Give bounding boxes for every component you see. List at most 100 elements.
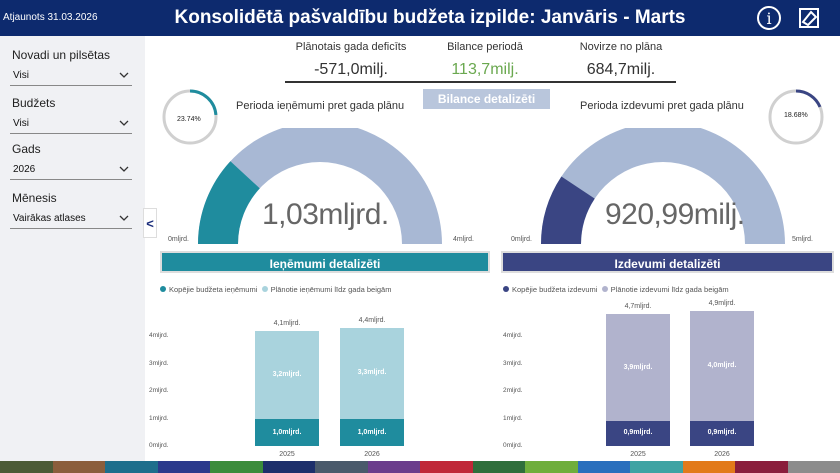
y-tick-label: 1mljrd. <box>503 414 523 422</box>
revenue-gauge-track <box>198 128 442 244</box>
legend-dot <box>503 286 509 292</box>
deviation-value: 684,7milj. <box>586 61 656 78</box>
deviation-label: Novirze no plāna <box>579 41 663 53</box>
filter-sidebar: Novadi un pilsētas Visi Budžets Visi Gad… <box>0 36 145 461</box>
header-bar: Atjaunots 31.03.2026 Konsolidētā pašvald… <box>0 0 840 36</box>
chevron-down-icon <box>119 215 129 221</box>
bar-actual[interactable]: 1,0mljrd. <box>340 418 404 446</box>
strip-segment <box>472 461 525 473</box>
strip-segment <box>630 461 683 473</box>
x-tick-label: 2026 <box>364 451 380 458</box>
filter-label-budget: Budžets <box>12 96 56 110</box>
legend-actual-revenue: Kopējie budžeta ieņēmumi <box>169 285 258 294</box>
y-tick-label: 1mljrd. <box>149 414 169 422</box>
strip-segment <box>367 461 420 473</box>
y-tick-label: 4mljrd. <box>149 332 169 339</box>
bar-total-label: 4,7mljrd. <box>624 303 652 310</box>
revenue-gauge <box>198 128 442 244</box>
expense-ring-arc <box>795 89 822 108</box>
legend-planned-revenue: Plānotie ieņēmumi līdz gada beigām <box>270 285 392 294</box>
expense-gauge-track <box>541 128 785 244</box>
bar-planned[interactable]: 3,9mljrd. <box>606 314 670 422</box>
bar-total-label: 4,9mljrd. <box>708 300 736 308</box>
y-tick-label: 2mljrd. <box>503 387 523 394</box>
month-select[interactable]: Vairākas atlases <box>10 209 132 229</box>
strip-segment <box>682 461 735 473</box>
strip-segment <box>735 461 788 473</box>
bar-planned[interactable]: 3,3mljrd. <box>340 327 404 419</box>
y-tick-label: 0mljrd. <box>503 442 523 449</box>
bar-actual[interactable]: 0,9mljrd. <box>690 421 754 446</box>
color-strip <box>0 461 840 473</box>
budget-select[interactable]: Visi <box>10 114 132 134</box>
revenue-gauge-title: Perioda ieņēmumi pret gada plānu <box>236 100 405 112</box>
revenue-ring-arc <box>189 89 218 116</box>
collapse-sidebar-button[interactable]: < <box>143 208 157 238</box>
legend-dot <box>160 286 166 292</box>
municipality-select[interactable]: Visi <box>10 66 132 86</box>
year-select[interactable]: 2026 <box>10 160 132 180</box>
expense-details-button[interactable]: Izdevumi detalizēti <box>501 251 834 273</box>
expense-pct-ring <box>768 89 824 145</box>
strip-segment <box>157 461 210 473</box>
bar-planned[interactable]: 4,0mljrd. <box>690 311 754 422</box>
y-tick-label: 3mljrd. <box>503 359 523 367</box>
filter-label-month: Mēnesis <box>12 191 57 205</box>
chevron-down-icon <box>119 120 129 126</box>
y-tick-label: 4mljrd. <box>503 332 523 339</box>
strip-segment <box>577 461 630 473</box>
filter-label-municipality: Novadi un pilsētas <box>12 48 111 62</box>
kpi-divider <box>285 81 676 83</box>
bar-planned[interactable]: 3,2mljrd. <box>255 330 319 419</box>
filter-label-year: Gads <box>12 142 41 156</box>
expense-gauge-title: Perioda izdevumi pret gada plānu <box>580 100 744 112</box>
y-tick-label: 3mljrd. <box>149 359 169 367</box>
deficit-value: -571,0milj. <box>314 61 388 78</box>
balance-label: Bilance periodā <box>447 41 523 53</box>
balance-value: 113,7milj. <box>451 61 519 78</box>
deficit-label: Plānotais gada deficīts <box>295 41 407 53</box>
expense-pct: 18.68% <box>784 112 808 119</box>
strip-segment <box>787 461 840 473</box>
x-tick-label: 2026 <box>714 451 730 458</box>
bar-actual[interactable]: 1,0mljrd. <box>255 418 319 446</box>
strip-segment <box>525 461 578 473</box>
strip-segment <box>420 461 473 473</box>
page-title: Konsolidētā pašvaldību budžeta izpilde: … <box>174 7 686 28</box>
chevron-down-icon <box>119 166 129 172</box>
legend-dot <box>261 286 268 292</box>
expense-gauge-value: 920,99milj. <box>605 198 745 231</box>
revenue-gauge-value: 1,03mljrd. <box>262 198 389 231</box>
expense-legend: Kopējie budžeta izdevumi Plānotie izdevu… <box>503 285 729 294</box>
bar-total-label: 4,4mljrd. <box>358 316 386 324</box>
strip-segment <box>262 461 315 473</box>
strip-segment <box>210 461 263 473</box>
revenue-pct: 23.74% <box>177 116 201 123</box>
x-tick-label: 2025 <box>630 451 646 458</box>
balance-details-button[interactable]: Bilance detalizēti <box>423 89 550 109</box>
expense-gauge-max: 5mljrd. <box>792 236 814 243</box>
strip-segment <box>52 461 105 473</box>
legend-actual-expense: Kopējie budžeta izdevumi <box>512 285 598 294</box>
revenue-details-button[interactable]: Ieņēmumi detalizēti <box>160 251 490 273</box>
expense-gauge-min: 0mljrd. <box>511 236 533 243</box>
revenue-gauge-max: 4mljrd. <box>453 236 475 243</box>
revenue-legend: Kopējie budžeta ieņēmumi Plānotie ieņēmu… <box>160 285 391 294</box>
updated-date: Atjaunots 31.03.2026 <box>3 12 98 23</box>
y-tick-label: 0mljrd. <box>149 442 169 449</box>
strip-segment <box>315 461 368 473</box>
bar-total-label: 4,1mljrd. <box>273 319 301 327</box>
y-tick-label: 2mljrd. <box>149 387 169 394</box>
revenue-pct-ring <box>162 89 218 145</box>
eraser-icon[interactable] <box>797 6 821 30</box>
legend-planned-expense: Plānotie izdevumi līdz gada beigām <box>610 285 729 294</box>
x-tick-label: 2025 <box>279 451 295 458</box>
bar-actual[interactable]: 0,9mljrd. <box>606 421 670 446</box>
legend-dot <box>601 286 608 292</box>
strip-segment <box>0 461 53 473</box>
revenue-gauge-fill <box>198 161 260 244</box>
strip-segment <box>105 461 158 473</box>
expense-gauge-fill <box>541 176 595 244</box>
info-icon[interactable]: i <box>757 6 781 30</box>
